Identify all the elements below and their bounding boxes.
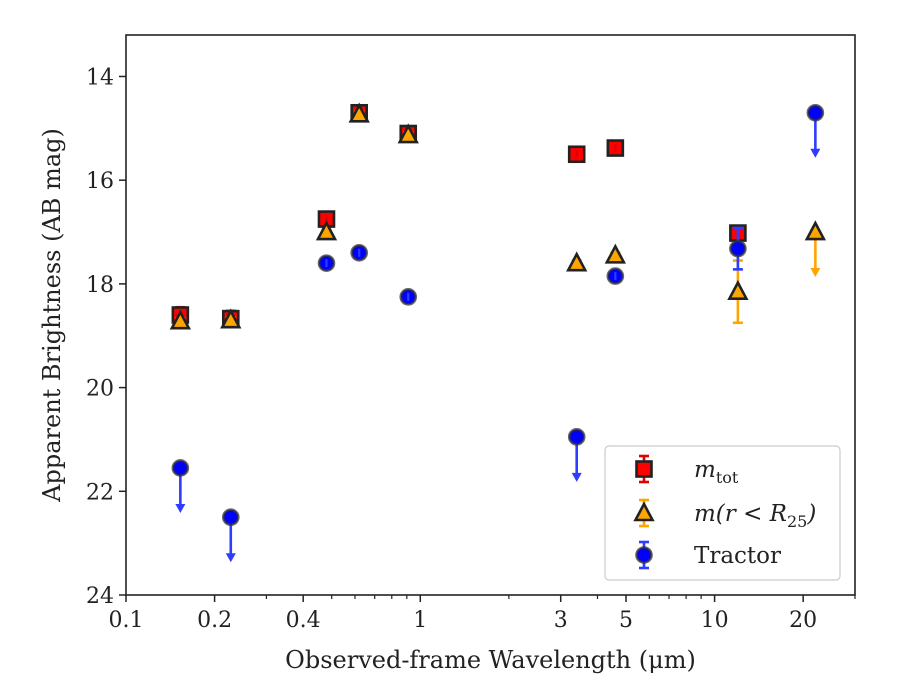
data-point — [604, 243, 627, 264]
data-point-marker — [806, 103, 825, 122]
data-point — [399, 288, 418, 306]
y-tick-label: 14 — [86, 65, 114, 90]
data-point — [169, 309, 192, 330]
series-circle — [171, 103, 825, 563]
legend-entry: m(r < R25) — [633, 498, 816, 531]
data-point — [397, 123, 419, 144]
legend-label: Tractor — [694, 543, 781, 569]
legend: mtot m(r < R25) Tractor — [604, 445, 841, 581]
upper-limit-arrowhead — [175, 503, 186, 513]
data-point — [727, 259, 749, 325]
plot-frame — [125, 34, 856, 596]
data-point — [315, 220, 338, 241]
data-point — [606, 139, 625, 157]
data-point — [566, 251, 588, 272]
legend-label: m(r < R25) — [694, 501, 816, 531]
data-point-marker — [727, 279, 749, 300]
series-square — [171, 103, 747, 328]
y-tick-label: 24 — [86, 584, 114, 609]
x-tick-label: 10 — [701, 608, 729, 633]
upper-limit-arrowhead — [571, 472, 582, 482]
data-point — [171, 459, 190, 513]
legend-marker — [633, 501, 655, 522]
y-axis-label: Apparent Brightness (AB mag) — [38, 128, 66, 503]
upper-limit-arrowhead — [225, 553, 236, 563]
data-point — [606, 267, 625, 285]
data-point — [567, 428, 586, 482]
legend-entry: mtot — [635, 454, 739, 487]
data-point-marker — [171, 459, 190, 477]
series-triangle — [169, 102, 827, 330]
data-point — [221, 508, 240, 563]
data-point — [729, 226, 747, 271]
legend-label: mtot — [694, 457, 739, 487]
legend-box — [604, 445, 841, 581]
y-tick-label: 18 — [86, 273, 114, 298]
y-tick-label: 20 — [86, 377, 114, 402]
legend-marker — [635, 460, 653, 478]
x-axis-label: Observed-frame Wavelength (μm) — [285, 646, 696, 674]
data-point — [220, 308, 242, 329]
data-point-marker — [567, 428, 586, 446]
x-tick-label: 1 — [413, 608, 427, 633]
data-point — [348, 102, 370, 123]
upper-limit-arrowhead — [810, 148, 821, 158]
x-tick-label: 0.2 — [197, 608, 232, 633]
legend-entry: Tractor — [635, 540, 781, 570]
data-point-marker — [221, 508, 240, 527]
legend-marker — [635, 546, 653, 564]
x-tick-label: 0.4 — [286, 608, 321, 633]
x-tick-label: 0.1 — [109, 608, 144, 633]
data-point-marker — [804, 220, 827, 241]
plot-marks — [169, 102, 827, 563]
data-point — [317, 254, 336, 272]
data-point — [804, 220, 827, 278]
x-tick-label: 5 — [619, 608, 633, 633]
y-tick-label: 16 — [86, 169, 114, 194]
data-point — [567, 145, 586, 164]
axes: 0.1 0.2 0.4 1 3 5 10 20 14 16 18 20 22 24 — [86, 65, 856, 633]
x-tick-label: 20 — [789, 608, 817, 633]
data-point — [806, 103, 825, 158]
data-point — [350, 243, 368, 262]
y-tick-label: 22 — [86, 480, 114, 505]
data-point-marker — [729, 239, 747, 258]
x-tick-label: 3 — [554, 608, 568, 633]
upper-limit-arrowhead — [810, 268, 821, 278]
